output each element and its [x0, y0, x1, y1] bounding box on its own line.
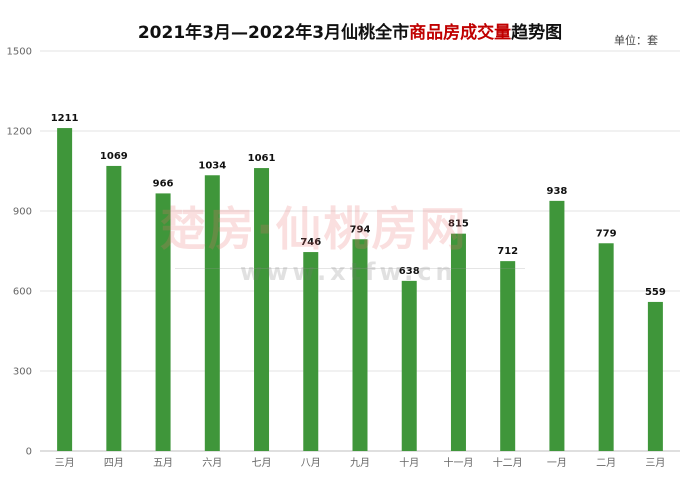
title-part-3: 趋势图	[511, 23, 563, 43]
bar	[549, 200, 565, 451]
y-tick-label: 1200	[7, 127, 32, 138]
bar-value-label: 559	[645, 287, 666, 298]
x-tick-label: 六月	[202, 457, 222, 469]
bar-value-label: 638	[399, 266, 420, 277]
watermark-main: 楚房·仙桃房网	[160, 202, 468, 256]
x-tick-label: 四月	[104, 457, 124, 469]
x-tick-label: 三月	[55, 457, 75, 469]
y-tick-label: 0	[26, 447, 32, 458]
bar	[401, 280, 417, 451]
bar-value-label: 938	[546, 186, 567, 197]
bar-value-label: 1069	[100, 151, 128, 162]
unit-label: 单位：套	[614, 34, 658, 47]
bar-value-label: 966	[153, 178, 174, 189]
bar-value-label: 746	[300, 237, 321, 248]
bar	[303, 252, 319, 451]
bar	[647, 301, 663, 451]
bar	[500, 261, 516, 451]
bar-value-label: 1061	[248, 153, 276, 164]
y-tick-label: 1500	[7, 47, 32, 58]
x-tick-label: 十二月	[493, 456, 523, 469]
watermark-line	[175, 268, 525, 269]
y-tick-label: 300	[13, 367, 32, 378]
bar	[204, 175, 220, 451]
y-tick-label: 600	[13, 287, 32, 298]
bar	[106, 165, 122, 451]
watermark-url: www.xtfw.cn	[240, 258, 457, 286]
x-tick-label: 九月	[350, 457, 370, 469]
x-tick-label: 三月	[645, 457, 665, 469]
bar-value-label: 815	[448, 219, 469, 230]
bar	[155, 193, 171, 451]
bar-value-label: 1034	[198, 160, 226, 171]
title-part-1: 2021年3月—2022年3月仙桃全市	[137, 23, 410, 43]
chart-title: 2021年3月—2022年3月仙桃全市商品房成交量趋势图	[0, 18, 700, 43]
bar	[352, 239, 368, 451]
x-tick-label: 十月	[399, 456, 419, 469]
x-tick-label: 二月	[596, 457, 616, 469]
bar	[598, 243, 614, 451]
bar	[450, 233, 466, 451]
x-tick-label: 一月	[547, 457, 567, 469]
x-tick-label: 七月	[252, 457, 272, 469]
x-tick-label: 五月	[153, 457, 173, 469]
bar	[254, 168, 270, 452]
bar-value-label: 779	[596, 228, 617, 239]
x-tick-label: 八月	[301, 457, 321, 469]
bar-value-label: 794	[350, 224, 371, 235]
bar	[57, 128, 73, 452]
title-part-2-highlight: 商品房成交量	[409, 23, 512, 43]
y-tick-label: 900	[13, 207, 32, 218]
x-tick-label: 十一月	[443, 456, 473, 469]
bar-value-label: 1211	[51, 113, 79, 124]
bar-value-label: 712	[497, 246, 518, 257]
